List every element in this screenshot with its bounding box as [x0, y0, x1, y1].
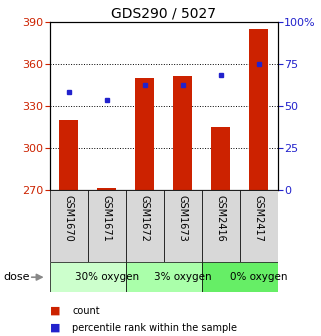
- Bar: [202, 262, 278, 292]
- Bar: [59, 120, 78, 190]
- Bar: [249, 29, 268, 190]
- Text: GSM2417: GSM2417: [254, 195, 264, 242]
- Bar: [202, 190, 240, 262]
- Text: ■: ■: [50, 306, 60, 316]
- Text: GSM2416: GSM2416: [216, 195, 226, 242]
- Text: GSM1672: GSM1672: [140, 195, 150, 242]
- Bar: [164, 190, 202, 262]
- Bar: [50, 190, 88, 262]
- Text: count: count: [72, 306, 100, 316]
- Text: GSM1670: GSM1670: [64, 195, 74, 242]
- Title: GDS290 / 5027: GDS290 / 5027: [111, 7, 216, 21]
- Bar: [126, 190, 164, 262]
- Bar: [88, 190, 126, 262]
- Text: dose: dose: [3, 272, 30, 282]
- Text: 3% oxygen: 3% oxygen: [154, 272, 212, 282]
- Text: 0% oxygen: 0% oxygen: [230, 272, 287, 282]
- Bar: [240, 190, 278, 262]
- Bar: [97, 188, 116, 190]
- Text: percentile rank within the sample: percentile rank within the sample: [72, 323, 237, 333]
- Text: ■: ■: [50, 323, 60, 333]
- Bar: [126, 262, 202, 292]
- Text: 30% oxygen: 30% oxygen: [75, 272, 139, 282]
- Bar: [135, 78, 154, 190]
- Bar: [211, 127, 230, 190]
- Bar: [173, 77, 192, 190]
- Text: GSM1671: GSM1671: [102, 195, 112, 242]
- Bar: [50, 262, 126, 292]
- Text: GSM1673: GSM1673: [178, 195, 188, 242]
